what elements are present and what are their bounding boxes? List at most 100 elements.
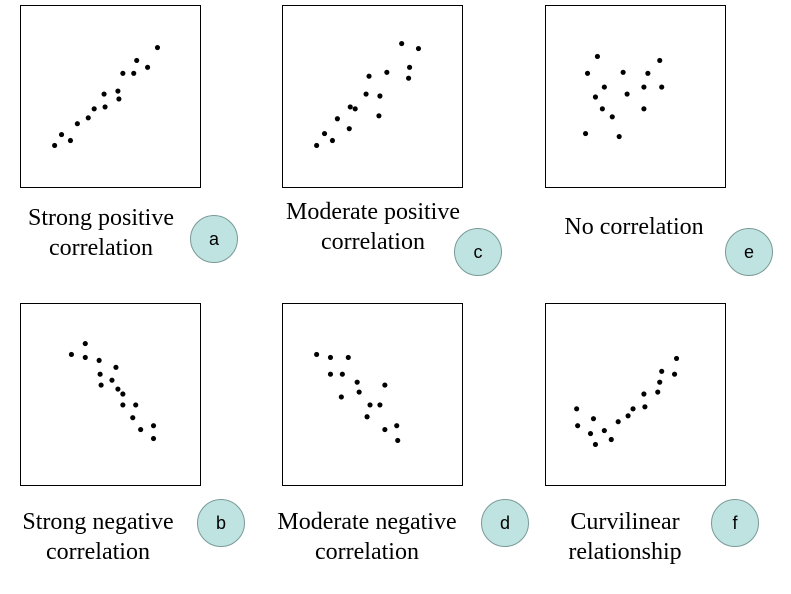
scatter-point-a-10 [116, 96, 122, 102]
scatter-svg-a [52, 44, 161, 149]
scatter-point-c-3 [329, 137, 336, 144]
caption-c-line-1: Moderate positive [286, 199, 460, 225]
caption-e: No correlation [556, 212, 712, 242]
caption-c-line-2: correlation [321, 229, 425, 255]
scatter-point-c-2 [321, 131, 328, 137]
scatter-point-c-6 [347, 104, 353, 110]
scatter-point-b-8 [113, 364, 119, 370]
caption-d-line-2: correlation [315, 539, 419, 565]
scatter-point-d-1 [314, 351, 320, 358]
scatter-point-d-12 [382, 382, 388, 388]
scatter-point-a-11 [120, 70, 126, 76]
scatter-point-c-15 [406, 75, 412, 81]
scatter-plot-b [20, 303, 201, 486]
scatter-point-a-6 [91, 106, 97, 112]
scatter-point-a-3 [67, 137, 74, 144]
scatter-point-a-8 [102, 104, 108, 110]
scatter-point-d-2 [327, 354, 334, 360]
badge-e: e [725, 228, 773, 276]
caption-b-line-2: correlation [46, 539, 150, 565]
scatter-svg-f [574, 355, 680, 448]
scatter-point-e-11 [641, 106, 647, 112]
badge-d: d [481, 499, 529, 547]
caption-b: Strong negative correlation [14, 507, 182, 567]
scatter-point-e-8 [616, 133, 622, 140]
scatter-point-f-11 [642, 404, 648, 410]
scatter-point-e-7 [609, 114, 615, 120]
scatter-point-c-7 [352, 106, 358, 112]
scatter-point-c-14 [407, 64, 413, 70]
scatter-point-a-9 [115, 88, 121, 94]
scatter-plot-e [545, 5, 726, 188]
scatter-point-a-12 [131, 70, 137, 76]
scatter-point-a-14 [145, 64, 151, 70]
caption-d-line-1: Moderate negative [277, 509, 457, 535]
scatter-point-f-10 [630, 406, 636, 412]
caption-b-line-1: Strong negative [22, 509, 174, 535]
scatter-point-a-4 [74, 121, 80, 127]
scatter-point-a-7 [101, 91, 107, 97]
scatter-point-b-11 [120, 402, 126, 408]
caption-a-line-1: Strong positive [27, 205, 174, 231]
caption-f-line-2: relationship [568, 539, 682, 565]
scatter-point-e-14 [657, 57, 663, 63]
scatter-point-c-11 [377, 93, 383, 99]
scatter-point-d-10 [364, 414, 370, 420]
scatter-point-b-16 [150, 423, 157, 429]
scatter-point-e-10 [624, 91, 630, 97]
scatter-point-d-8 [338, 394, 344, 400]
scatter-plot-c [282, 5, 463, 188]
scatter-point-f-2 [575, 423, 581, 429]
scatter-point-b-10 [120, 391, 126, 397]
scatter-point-f-4 [590, 416, 597, 422]
scatter-point-b-5 [97, 371, 103, 377]
scatter-point-b-3 [82, 354, 88, 360]
scatter-point-a-5 [85, 115, 91, 121]
scatter-point-b-12 [130, 415, 136, 421]
scatter-point-c-4 [334, 116, 340, 122]
scatter-point-a-15 [154, 44, 161, 51]
caption-e-line-1: No correlation [564, 214, 704, 240]
scatter-point-f-9 [625, 413, 631, 419]
scatter-point-c-16 [415, 45, 422, 52]
scatter-point-f-12 [641, 391, 647, 397]
scatter-point-c-5 [346, 126, 352, 132]
scatter-point-a-13 [134, 57, 140, 63]
scatter-point-e-3 [582, 131, 589, 137]
scatter-svg-e [582, 53, 665, 140]
caption-f: Curvilinear relationship [558, 507, 692, 567]
scatter-point-e-6 [599, 106, 605, 112]
scatter-point-e-9 [620, 69, 626, 75]
scatter-point-c-10 [376, 113, 382, 119]
badge-c: c [454, 228, 502, 276]
scatter-point-c-9 [366, 73, 372, 79]
scatter-point-e-13 [641, 84, 647, 90]
scatter-point-e-1 [594, 53, 600, 60]
scatter-point-d-4 [339, 371, 345, 377]
scatter-point-f-1 [574, 406, 580, 412]
scatter-point-f-13 [655, 389, 661, 395]
scatter-point-d-7 [356, 389, 362, 395]
scatter-point-f-8 [615, 419, 621, 425]
scatter-point-b-9 [115, 386, 121, 392]
scatter-point-b-13 [133, 402, 139, 408]
scatter-point-f-6 [601, 428, 607, 434]
caption-a-line-2: correlation [49, 235, 153, 261]
scatter-point-e-15 [659, 84, 665, 90]
scatter-point-d-5 [345, 354, 351, 360]
scatter-point-d-6 [354, 379, 360, 385]
scatter-point-b-15 [150, 435, 157, 442]
scatter-plot-a [20, 5, 201, 188]
caption-c: Moderate positive correlation [278, 197, 468, 257]
scatter-svg-d [314, 351, 401, 444]
scatter-svg-c [314, 41, 422, 149]
scatter-point-b-1 [68, 351, 75, 358]
scatter-point-c-12 [384, 69, 390, 75]
scatter-point-d-15 [395, 437, 401, 444]
scatter-point-e-2 [584, 70, 591, 76]
scatter-point-c-13 [399, 41, 405, 47]
scatter-point-f-17 [673, 355, 680, 361]
scatter-point-e-4 [592, 94, 599, 100]
caption-a: Strong positive correlation [16, 203, 186, 263]
scatter-point-f-7 [608, 436, 614, 443]
